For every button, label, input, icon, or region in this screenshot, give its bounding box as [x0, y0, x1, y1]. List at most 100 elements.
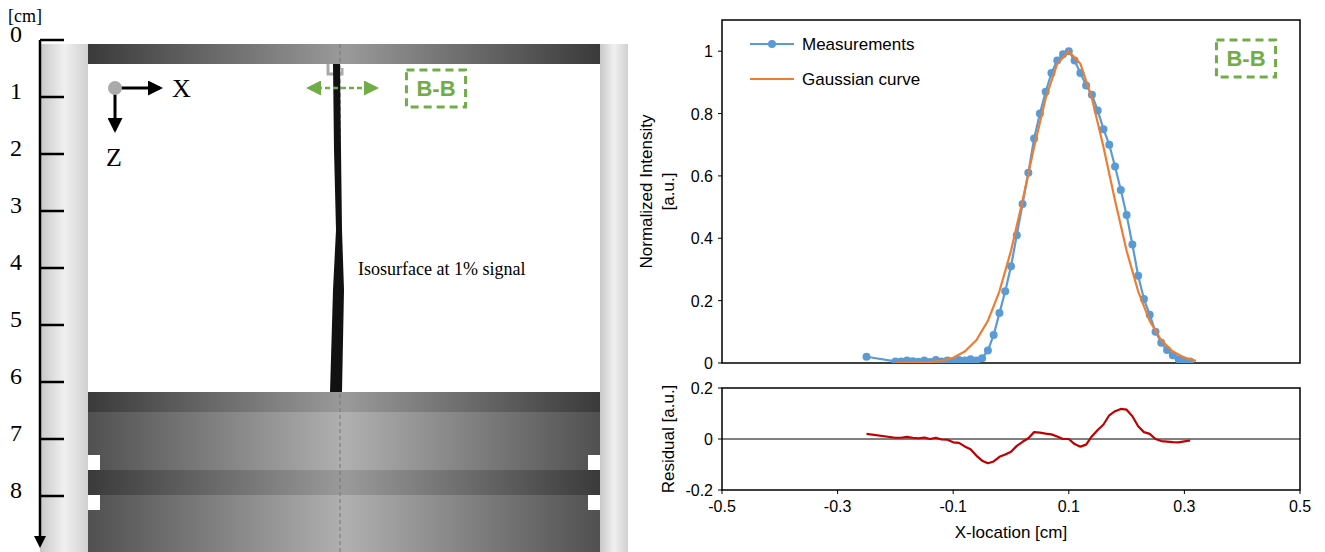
y-tick-label: 0.6 [691, 168, 713, 185]
data-point [990, 331, 998, 339]
y-axis-title-line: Normalized Intensity [637, 114, 656, 269]
y-tick-label: 1 [704, 43, 713, 60]
ruler-label: 2 [10, 135, 22, 161]
x-tick [1068, 490, 1069, 494]
y-tick [718, 439, 722, 440]
ruler-label: 8 [10, 477, 22, 503]
y-tick [718, 300, 722, 301]
x-tick [953, 490, 954, 494]
side-wall [600, 44, 628, 552]
notch [588, 495, 600, 510]
ruler-label: 7 [10, 420, 22, 446]
bottom-electrode [88, 412, 600, 552]
section-label: B-B [416, 76, 455, 101]
series-line [867, 51, 1191, 362]
notch [588, 455, 600, 470]
diagram: 012345678[cm]XZB-BIsosurface at 1% signa… [8, 6, 628, 552]
zero-line [722, 439, 1300, 440]
section-box [406, 70, 465, 107]
y-tick-label: 0 [704, 355, 713, 372]
chart: -0.200.2-0.5-0.3-0.10.10.30.5Residual [a… [659, 380, 1311, 542]
y-tick-label: 0.8 [691, 106, 713, 123]
y-tick [718, 113, 722, 114]
data-point [1128, 241, 1136, 249]
bottom-electrode [88, 392, 600, 412]
legend-marker [768, 40, 776, 48]
y-tick-label: 0.2 [691, 293, 713, 310]
section-label: B-B [1226, 46, 1265, 71]
ruler-tick [40, 438, 64, 441]
top-electrode [88, 44, 600, 64]
figure: 012345678[cm]XZB-BIsosurface at 1% signa… [0, 0, 1325, 552]
ruler-label: 3 [10, 192, 22, 218]
y-tick [718, 490, 722, 491]
y-axis-title: Normalized Intensity[a.u.] [637, 114, 678, 269]
x-tick [722, 490, 723, 494]
y-tick-label: 0.4 [691, 230, 713, 247]
y-tick [718, 51, 722, 52]
data-area [863, 47, 1196, 363]
ruler-tick [40, 153, 64, 156]
legend-label: Gaussian curve [802, 70, 920, 89]
data-point [984, 347, 992, 355]
y-tick [718, 363, 722, 364]
data-point [995, 309, 1003, 317]
notch [88, 455, 100, 470]
ruler-tick [40, 324, 64, 327]
y-tick-label: -0.2 [685, 482, 713, 499]
ruler-axis [39, 40, 42, 538]
ruler-tick [40, 96, 64, 99]
notch [88, 495, 100, 510]
data-point [1111, 163, 1119, 171]
isosurface [330, 64, 344, 392]
ruler-tick [40, 267, 64, 270]
series-line [895, 51, 1196, 363]
x-tick-label: 0.1 [1058, 498, 1080, 515]
x-tick [837, 490, 838, 494]
data-point [1105, 141, 1113, 149]
plot-frame [722, 20, 1300, 363]
plot-frame [722, 388, 1300, 490]
x-tick [1184, 490, 1185, 494]
x-axis-title: X-location [cm] [955, 523, 1067, 542]
legend-label: Measurements [802, 35, 914, 54]
axis-name: X [172, 74, 191, 103]
ruler-arrow [34, 536, 46, 548]
annotation: Isosurface at 1% signal [358, 259, 525, 279]
axis-name: Z [106, 143, 122, 172]
x-tick-label: -0.1 [939, 498, 967, 515]
chart: 0 0.2 0.4 0.6 0.8 1 Normalized Intensity[a.u.]… [637, 20, 1300, 372]
y-tick [718, 175, 722, 176]
data-point [1123, 211, 1131, 219]
y-axis-title-line: Residual [a.u.] [659, 385, 678, 494]
unit-label: [cm] [8, 6, 42, 26]
legend: Measurements Gaussian curve [750, 35, 920, 89]
x-tick [1300, 490, 1301, 494]
x-tick-label: 0.5 [1289, 498, 1311, 515]
origin [108, 81, 122, 95]
data-point [863, 353, 871, 361]
data-point [1001, 287, 1009, 295]
y-tick-label: 0.2 [691, 380, 713, 397]
data-area [867, 409, 1191, 463]
legend-line [750, 78, 794, 80]
ruler-tick [40, 39, 64, 42]
y-axis-title: Residual [a.u.] [659, 385, 678, 494]
data-point [1117, 186, 1125, 194]
x-tick-label: -0.3 [824, 498, 852, 515]
section-arrow [309, 87, 376, 90]
y-axis-title-line: [a.u.] [659, 173, 678, 211]
ruler-tick [40, 495, 64, 498]
ruler-tick [40, 210, 64, 213]
y-tick-label: 0 [704, 431, 713, 448]
y-tick [718, 238, 722, 239]
data-point [978, 354, 986, 362]
x-tick-label: -0.5 [708, 498, 736, 515]
ruler-tick [40, 381, 64, 384]
side-wall [40, 44, 88, 552]
ruler-label: 1 [10, 78, 22, 104]
section-box [1216, 40, 1275, 77]
ruler-label: 6 [10, 363, 22, 389]
electrode-band [88, 470, 600, 495]
ruler-label: 5 [10, 306, 22, 332]
